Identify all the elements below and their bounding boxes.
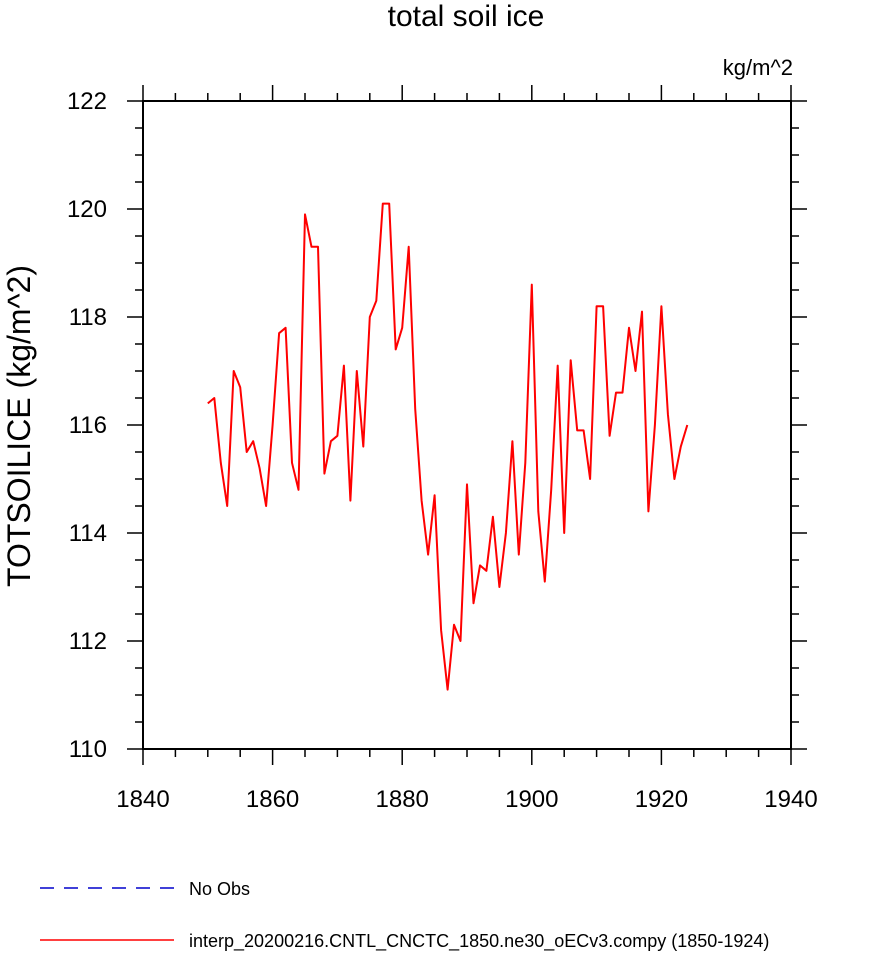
legend: No Obs interp_20200216.CNTL_CNCTC_1850.ne… (40, 879, 769, 952)
y-tick-label: 122 (67, 88, 107, 115)
x-tick-label: 1860 (246, 786, 299, 813)
x-tick-label: 1880 (376, 786, 429, 813)
series-layer (207, 202, 689, 691)
y-axis-label: TOTSOILICE (kg/m^2) (1, 265, 37, 587)
units-label: kg/m^2 (723, 55, 793, 80)
plot-frame (142, 100, 792, 750)
x-tick-label: 1840 (116, 786, 169, 813)
y-tick-label: 116 (69, 412, 107, 439)
legend-label: interp_20200216.CNTL_CNCTC_1850.ne30_oEC… (189, 931, 769, 952)
series-line (207, 202, 689, 691)
x-tick-label: 1900 (505, 786, 558, 813)
y-tick-label: 110 (69, 736, 107, 763)
y-tick-label: 112 (69, 628, 107, 655)
tick-labels: 110 112 114 116 118 120 122 1840 1860 1880 1900 192… (67, 88, 818, 813)
axis-ticks (127, 85, 807, 765)
y-tick-label: 118 (69, 304, 107, 331)
x-tick-label: 1940 (764, 786, 817, 813)
x-tick-label: 1920 (635, 786, 688, 813)
legend-label: No Obs (189, 879, 250, 899)
chart-title: total soil ice (388, 0, 545, 33)
y-tick-label: 114 (69, 520, 107, 547)
y-tick-label: 120 (67, 196, 107, 223)
